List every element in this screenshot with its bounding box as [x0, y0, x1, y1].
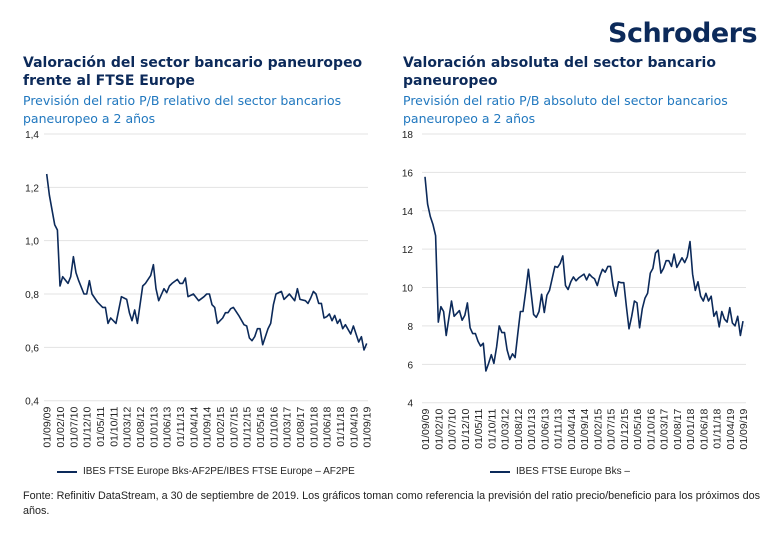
y-tick-label: 0,4 [25, 397, 39, 408]
left-chart-subtitle: Previsión del ratio P/B relativo del sec… [23, 93, 342, 126]
x-tick-label: 01/06/18 [322, 407, 334, 448]
x-tick-label: 01/11/18 [712, 409, 724, 449]
y-tick-label: 8 [407, 322, 413, 333]
legend-label: IBES FTSE Europe Bks – [516, 466, 630, 477]
x-tick-label: 01/09/09 [42, 407, 54, 448]
right-chart-subtitle: Previsión del ratio P/B absoluto del sec… [403, 93, 728, 126]
y-tick-label: 1,0 [25, 237, 39, 248]
y-tick-label: 1,4 [25, 130, 39, 141]
x-tick-label: 01/07/15 [606, 409, 618, 450]
x-tick-label: 01/12/15 [619, 409, 631, 450]
legend-line-swatch [57, 470, 77, 473]
x-tick-label: 01/03/17 [282, 407, 294, 448]
x-tick-label: 01/08/12 [513, 409, 525, 450]
y-tick-label: 18 [402, 130, 414, 141]
x-tick-label: 01/01/13 [526, 409, 538, 450]
x-tick-label: 01/03/17 [659, 409, 671, 450]
x-tick-label: 01/12/10 [82, 407, 94, 448]
x-tick-label: 01/09/14 [202, 407, 214, 448]
x-tick-label: 01/10/11 [108, 407, 120, 447]
x-tick-label: 01/01/18 [308, 407, 320, 448]
x-tick-label: 01/03/12 [500, 409, 512, 450]
x-tick-label: 01/05/16 [255, 407, 267, 448]
y-tick-label: 1,2 [25, 183, 39, 194]
x-tick-label: 01/02/10 [433, 409, 445, 450]
series-line [424, 176, 744, 372]
x-tick-label: 01/10/16 [645, 409, 657, 450]
y-tick-label: 16 [402, 168, 414, 179]
x-tick-label: 01/06/13 [162, 407, 174, 448]
x-tick-label: 01/06/13 [539, 409, 551, 450]
x-tick-label: 01/09/14 [579, 409, 591, 450]
x-tick-label: 01/09/19 [738, 409, 750, 450]
y-tick-label: 4 [407, 399, 413, 410]
x-tick-label: 01/07/10 [68, 407, 80, 448]
left-chart-title: Valoración del sector bancario paneurope… [23, 55, 363, 89]
x-tick-label: 01/08/17 [672, 409, 684, 450]
x-tick-label: 01/09/19 [362, 407, 374, 448]
x-tick-label: 01/07/15 [228, 407, 240, 448]
x-tick-label: 01/08/17 [295, 407, 307, 448]
x-tick-label: 01/11/18 [335, 407, 347, 447]
x-tick-label: 01/01/13 [148, 407, 160, 448]
y-tick-label: 10 [402, 284, 414, 295]
x-tick-label: 01/07/10 [447, 409, 459, 450]
x-tick-label: 01/02/10 [55, 407, 67, 448]
x-tick-label: 01/01/18 [685, 409, 697, 450]
x-tick-label: 01/10/16 [268, 407, 280, 448]
schroders-logo: Schroders [608, 18, 758, 49]
x-tick-label: 01/05/11 [95, 407, 107, 447]
x-tick-label: 01/05/16 [632, 409, 644, 450]
x-tick-label: 01/04/14 [566, 409, 578, 450]
y-tick-label: 14 [402, 207, 414, 218]
x-tick-label: 01/02/15 [215, 407, 227, 448]
legend-line-swatch [490, 470, 510, 473]
y-tick-label: 0,8 [25, 290, 39, 301]
x-tick-label: 01/11/13 [175, 407, 187, 447]
x-tick-label: 01/04/14 [188, 407, 200, 448]
right-legend: IBES FTSE Europe Bks – [490, 466, 630, 477]
x-tick-label: 01/12/15 [242, 407, 254, 448]
y-tick-label: 6 [407, 360, 413, 371]
x-tick-label: 01/03/12 [122, 407, 134, 448]
y-tick-label: 0,6 [25, 343, 39, 354]
x-tick-label: 01/11/13 [553, 409, 565, 449]
right-chart-title: Valoración absoluta del sector bancario … [403, 55, 716, 89]
x-tick-label: 01/05/11 [473, 409, 485, 449]
legend-label: IBES FTSE Europe Bks-AF2PE/IBES FTSE Eur… [83, 466, 355, 477]
y-tick-label: 12 [402, 245, 414, 256]
x-tick-label: 01/08/12 [135, 407, 147, 448]
series-line [45, 173, 368, 351]
x-tick-label: 01/10/11 [486, 409, 498, 449]
left-legend: IBES FTSE Europe Bks-AF2PE/IBES FTSE Eur… [57, 466, 355, 477]
x-tick-label: 01/04/19 [348, 407, 360, 448]
x-tick-label: 01/09/09 [420, 409, 432, 450]
source-footnote: Fonte: Refinitiv DataStream, a 30 de sep… [23, 490, 760, 517]
x-tick-label: 01/04/19 [725, 409, 737, 450]
x-tick-label: 01/12/10 [460, 409, 472, 450]
x-tick-label: 01/02/15 [592, 409, 604, 450]
x-tick-label: 01/06/18 [698, 409, 710, 450]
